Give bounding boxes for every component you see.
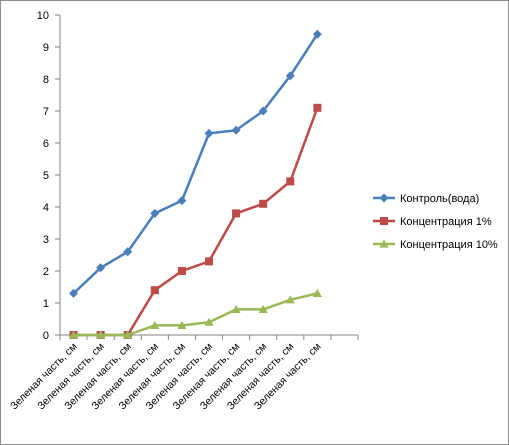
series-1-point xyxy=(258,106,268,116)
series-3-point xyxy=(231,304,241,313)
series-1-point xyxy=(204,128,214,138)
series-1-point xyxy=(96,263,106,273)
series-3-point xyxy=(96,330,106,339)
series-3-point xyxy=(150,320,160,329)
series-2-point xyxy=(205,257,213,266)
series-2-point xyxy=(259,199,268,208)
series-3-point xyxy=(204,317,214,326)
series-1-point xyxy=(150,208,160,218)
legend-1-label: Контроль(вода) xyxy=(400,193,479,205)
y-tick-label: 2 xyxy=(43,266,49,278)
series-3-point xyxy=(312,288,322,297)
legend-3-label: Концентрация 10% xyxy=(400,239,498,251)
y-tick-label: 6 xyxy=(43,138,49,150)
series-2-point xyxy=(286,177,295,186)
series-1-point xyxy=(123,247,133,257)
series-3-line xyxy=(73,292,318,337)
series-2-point xyxy=(177,267,186,275)
y-tick-label: 9 xyxy=(43,42,49,54)
y-tick-label: 7 xyxy=(43,106,49,118)
y-tick-label: 5 xyxy=(43,170,49,182)
y-tick-label: 0 xyxy=(43,330,49,342)
legend-3-marker xyxy=(379,239,389,248)
legend-2-marker xyxy=(380,217,388,225)
series-3-point xyxy=(69,330,79,339)
series-2-point xyxy=(150,286,159,295)
series-1-point xyxy=(285,71,295,81)
series-2-line xyxy=(73,107,319,337)
y-tick-label: 3 xyxy=(43,234,49,246)
y-tick-label: 4 xyxy=(43,202,49,214)
series-1-line xyxy=(72,33,319,295)
y-tick-label: 10 xyxy=(37,10,49,22)
series-3-point xyxy=(177,320,187,329)
y-tick-label: 8 xyxy=(43,74,49,86)
series-1-point xyxy=(69,288,79,298)
y-tick-label: 1 xyxy=(43,298,49,310)
series-3-point xyxy=(123,330,133,339)
series-2-point xyxy=(313,103,322,112)
series-1-point xyxy=(231,125,241,135)
series-1-point xyxy=(312,29,322,39)
legend-1-marker xyxy=(379,193,389,203)
series-3-point xyxy=(258,304,268,313)
legend-2-label: Концентрация 1% xyxy=(400,216,492,228)
series-1-point xyxy=(177,196,187,206)
series-3-point xyxy=(285,295,295,304)
series-2-point xyxy=(232,209,241,218)
